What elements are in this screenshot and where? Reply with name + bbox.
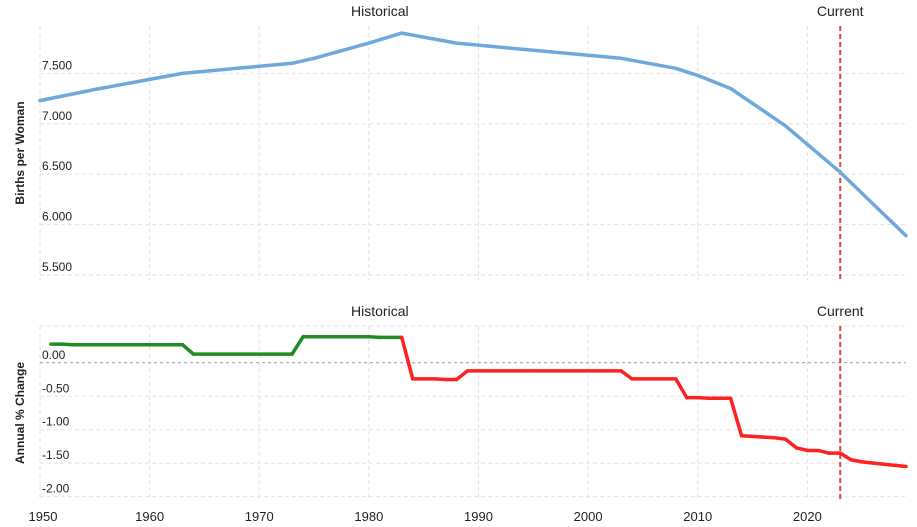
series-segment xyxy=(761,435,777,440)
series-segment xyxy=(728,396,744,438)
x-tick-label: 1950 xyxy=(29,509,58,524)
series-segment xyxy=(399,335,415,381)
series-segment xyxy=(432,377,448,382)
y-tick-label: 0.00 xyxy=(42,348,66,362)
y-tick-label: -1.00 xyxy=(42,415,70,429)
current-label: Current xyxy=(817,303,864,319)
series-segment xyxy=(816,448,832,455)
series-segment xyxy=(674,377,689,400)
series-segment xyxy=(180,342,196,356)
x-tick-label: 2010 xyxy=(683,509,712,524)
series-segment xyxy=(695,395,711,401)
y-axis-title: Annual % Change xyxy=(13,362,27,464)
series-segment xyxy=(849,458,864,464)
y-tick-label: 6.500 xyxy=(42,159,72,173)
series-line xyxy=(38,31,908,238)
y-tick-label: 6.000 xyxy=(42,210,72,224)
x-tick-label: 2020 xyxy=(793,509,822,524)
y-axis-title: Births per Woman xyxy=(13,101,27,204)
x-tick-label: 1990 xyxy=(464,509,493,524)
historical-label: Historical xyxy=(351,303,409,319)
series-segment xyxy=(619,369,634,381)
current-label: Current xyxy=(817,3,864,19)
y-tick-label: -1.50 xyxy=(42,448,70,462)
y-tick-label: -2.00 xyxy=(42,482,70,496)
series-segment xyxy=(739,434,766,439)
births-per-woman-panel: 5.500 6.000 6.500 7.000 7.500 Births per Woma… xyxy=(13,3,908,280)
series-segment xyxy=(454,369,470,382)
series-segment xyxy=(367,334,382,340)
y-tick-label: 5.500 xyxy=(42,260,72,274)
x-tick-label: 1980 xyxy=(354,509,383,524)
x-tick-label: 1970 xyxy=(245,509,274,524)
series-segment xyxy=(860,460,908,469)
series-segment xyxy=(794,446,810,453)
annual-change-panel: -2.00 -1.50 -1.00 -0.50 0.00 Annual % Change H… xyxy=(13,303,908,500)
series-segment xyxy=(838,451,853,462)
y-tick-label: 7.000 xyxy=(42,109,72,123)
x-tick-label: 1960 xyxy=(135,509,164,524)
x-tick-label: 2000 xyxy=(574,509,603,524)
historical-label: Historical xyxy=(351,3,409,19)
series-segment xyxy=(772,436,788,441)
series-segment xyxy=(60,342,75,347)
y-tick-label: 7.500 xyxy=(42,58,72,72)
series-segment xyxy=(290,334,305,356)
series-segment xyxy=(783,437,799,450)
y-tick-label: -0.50 xyxy=(42,381,70,395)
